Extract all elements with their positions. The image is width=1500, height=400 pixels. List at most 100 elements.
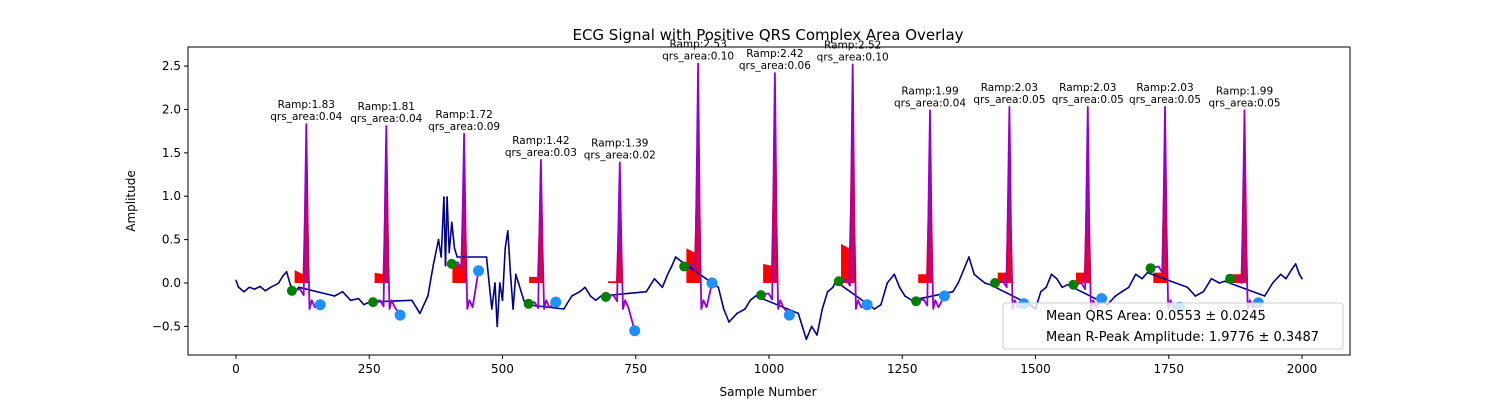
ecg-signal-segment bbox=[674, 256, 682, 263]
x-axis: 0 250 500 750 1000 1250 1500 1750 2000 bbox=[232, 355, 1317, 376]
qrs-segment-3 bbox=[451, 132, 480, 310]
ecg-signal-segment bbox=[432, 238, 440, 267]
qrs-area-label-11: qrs_area:0.05 bbox=[1052, 94, 1124, 106]
ecg-signal-segment bbox=[1194, 290, 1205, 297]
x-tick-label: 500 bbox=[491, 362, 514, 376]
x-tick-label: 1000 bbox=[754, 362, 785, 376]
ecg-signal-segment bbox=[427, 264, 435, 297]
ecg-signal-segment bbox=[717, 286, 725, 310]
ecg-signal-segment bbox=[666, 264, 673, 276]
ecg-signal-segment bbox=[1285, 269, 1293, 280]
qrs-offset-marker-4 bbox=[550, 296, 562, 308]
x-tick-label: 2000 bbox=[1287, 362, 1318, 376]
ecg-signal-segment bbox=[594, 295, 602, 302]
r-amp-label-11: Ramp:2.03 bbox=[1059, 82, 1116, 94]
ecg-signal-segment bbox=[584, 286, 592, 297]
y-tick-label: −0.5 bbox=[152, 319, 181, 333]
qrs-area-label-9: qrs_area:0.04 bbox=[894, 97, 966, 109]
qrs-offset-marker-3 bbox=[473, 265, 484, 277]
ecg-signal-segment bbox=[1271, 273, 1282, 284]
ecg-signal-segment bbox=[671, 256, 677, 267]
r-amp-label-7: Ramp:2.42 bbox=[746, 48, 803, 60]
ecg-signal-segment bbox=[349, 297, 360, 302]
qrs-onset-marker-10 bbox=[990, 278, 1000, 288]
ecg-signal-segment bbox=[661, 273, 669, 289]
qrs-area-label-10: qrs_area:0.05 bbox=[973, 94, 1045, 106]
chart-title: ECG Signal with Positive QRS Complex Are… bbox=[572, 26, 963, 44]
y-tick-label: 2.0 bbox=[162, 102, 181, 116]
legend-box bbox=[1002, 302, 1344, 350]
ecg-signal-segment bbox=[1114, 290, 1123, 297]
ecg-signal-segment bbox=[1121, 286, 1130, 293]
qrs-segment-9 bbox=[915, 109, 946, 310]
ecg-signal-segment bbox=[810, 325, 818, 336]
qrs-offset-marker-7 bbox=[783, 309, 795, 321]
ecg-signal-segment bbox=[448, 221, 453, 254]
qrs-onset-marker-6 bbox=[679, 261, 690, 272]
r-amp-label-8: Ramp:2.52 bbox=[824, 39, 881, 51]
ecg-signal-segment bbox=[968, 256, 976, 276]
ecg-signal-segment bbox=[1141, 271, 1149, 280]
ecg-signal-segment bbox=[957, 269, 965, 284]
ecg-signal-segment bbox=[235, 279, 240, 289]
ecg-signal-segment bbox=[453, 247, 459, 258]
ecg-signal-segment bbox=[952, 282, 960, 293]
ecg-signal-segment bbox=[973, 273, 981, 280]
ecg-signal-segment bbox=[1223, 280, 1266, 297]
x-tick-label: 1750 bbox=[1153, 362, 1184, 376]
ecg-signal-segment bbox=[1040, 286, 1047, 293]
qrs-area-label-1: qrs_area:0.04 bbox=[270, 111, 342, 123]
ecg-signal-segment bbox=[1186, 286, 1197, 297]
legend: Mean QRS Area: 0.0553 ± 0.0245 Mean R-Pe… bbox=[1002, 302, 1344, 350]
ecg-signal-segment bbox=[419, 295, 429, 315]
ecg-signal-segment bbox=[816, 308, 824, 336]
ecg-signal-segment bbox=[517, 282, 525, 302]
y-axis-title: Amplitude bbox=[124, 170, 138, 232]
qrs-area-label-8: qrs_area:0.10 bbox=[817, 51, 889, 63]
ecg-signal-segment bbox=[1050, 273, 1058, 280]
r-amp-label-4: Ramp:1.42 bbox=[512, 135, 569, 147]
qrs-onset-marker-7 bbox=[756, 290, 766, 301]
ecg-signal-segment bbox=[1218, 280, 1226, 284]
qrs-offset-marker-6 bbox=[706, 277, 718, 289]
qrs-onset-marker-12 bbox=[1145, 263, 1156, 274]
r-amp-label-13: Ramp:1.99 bbox=[1216, 85, 1273, 97]
ecg-signal-segment bbox=[243, 286, 251, 293]
legend-entry-mean-qrs-area: Mean QRS Area: 0.0553 ± 0.0245 bbox=[1046, 309, 1266, 324]
qrs-area-label-2: qrs_area:0.04 bbox=[350, 113, 422, 125]
ecg-signal-segment bbox=[509, 273, 514, 310]
ecg-signal-segment bbox=[248, 286, 256, 290]
ecg-signal-segment bbox=[501, 247, 507, 302]
ecg-signal-segment bbox=[653, 277, 664, 289]
r-amp-label-10: Ramp:2.03 bbox=[981, 82, 1038, 94]
ecg-signal-segment bbox=[285, 270, 292, 286]
ecg-signal-segment bbox=[1128, 273, 1137, 289]
ecg-signal-segment bbox=[446, 196, 451, 254]
qrs-onset-marker-11 bbox=[1068, 279, 1079, 290]
ecg-signal-segment bbox=[1061, 283, 1069, 289]
ecg-signal-segment bbox=[904, 295, 913, 302]
ecg-signal-segment bbox=[880, 282, 889, 306]
ecg-signal-segment bbox=[259, 285, 267, 292]
ecg-signal-segment bbox=[984, 282, 992, 286]
qrs-onset-marker-13 bbox=[1225, 273, 1236, 284]
y-tick-label: 1.5 bbox=[162, 146, 181, 160]
ecg-signal-segment bbox=[898, 286, 906, 297]
ecg-signal-segment bbox=[450, 221, 456, 250]
ecg-signal-segment bbox=[873, 303, 882, 310]
ecg-signal-segment bbox=[749, 295, 757, 302]
ecg-signal-segment bbox=[1279, 273, 1287, 280]
y-tick-label: 0.0 bbox=[162, 276, 181, 290]
annotations: Ramp:1.83qrs_area:0.04Ramp:1.81qrs_area:… bbox=[270, 39, 1280, 162]
ecg-signal-segment bbox=[821, 290, 829, 310]
r-amp-label-5: Ramp:1.39 bbox=[591, 137, 648, 149]
ecg-signal-segment bbox=[253, 285, 261, 290]
qrs-segment-8 bbox=[838, 63, 868, 310]
ecg-signal-segment bbox=[728, 312, 738, 323]
ecg-signal-segment bbox=[570, 290, 581, 297]
ecg-signal-segment bbox=[269, 283, 277, 289]
qrs-onset-marker-2 bbox=[368, 297, 378, 308]
qrs-area-label-13: qrs_area:0.05 bbox=[1208, 97, 1280, 109]
ecg-signal-segment bbox=[264, 286, 272, 292]
